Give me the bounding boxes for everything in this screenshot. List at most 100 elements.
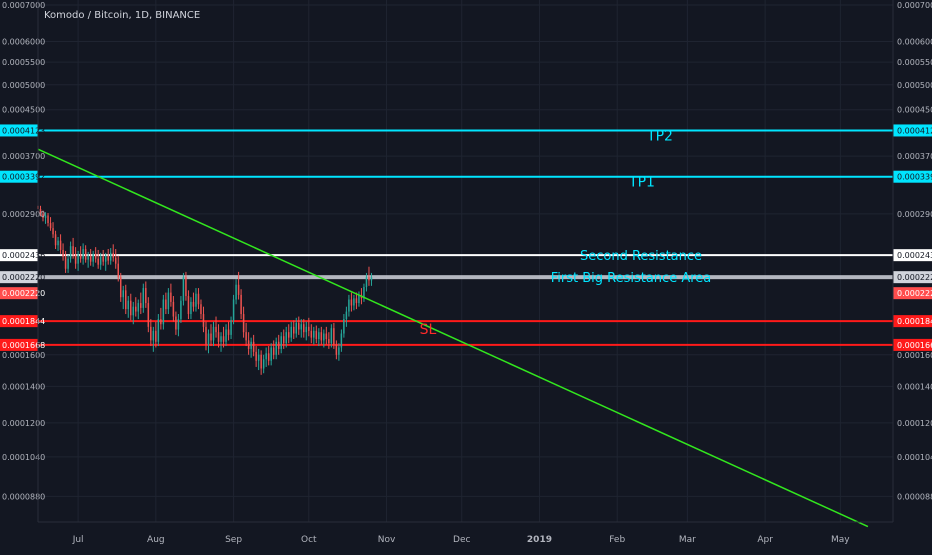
candle: [89, 249, 92, 266]
candle: [215, 316, 217, 338]
candle-body: [325, 333, 328, 340]
candle-body: [77, 254, 79, 264]
candle: [282, 329, 285, 349]
x-tick-label: Dec: [453, 535, 470, 545]
candle-body: [265, 353, 267, 360]
candle: [200, 299, 202, 320]
candle: [145, 281, 147, 308]
candle: [303, 319, 305, 338]
candle-body: [355, 298, 358, 304]
candle-body: [99, 256, 102, 265]
y-tick-label-right: 0.0006000: [897, 38, 932, 47]
candle-body: [252, 341, 255, 352]
candle: [320, 326, 323, 345]
candle: [79, 246, 82, 263]
y-tick-label-right: 0.0007000: [897, 1, 932, 10]
candle: [180, 296, 182, 323]
candle: [97, 249, 99, 269]
candle-body: [180, 300, 182, 320]
candle-body: [117, 263, 119, 278]
price-tag-left: [0, 287, 38, 300]
candle-body: [222, 336, 225, 342]
candle-body: [92, 253, 94, 262]
candle-body: [160, 319, 162, 325]
candle-body: [172, 301, 175, 317]
candle-body: [47, 215, 49, 224]
horizontal-levels: 0.0004123 0.0004123 0.0003392 0.0003392 0.00…: [0, 124, 932, 351]
candle-body: [59, 240, 62, 250]
candle-body: [109, 252, 112, 261]
candle: [207, 329, 210, 354]
candle: [325, 326, 328, 345]
candle: [162, 294, 165, 330]
candle-body: [310, 330, 313, 338]
x-tick-label: Aug: [147, 535, 165, 545]
level-tag-left: [0, 170, 38, 183]
candle-body: [127, 300, 130, 310]
y-tick-label-right: 0.0001200: [897, 419, 932, 428]
candle-body: [345, 311, 348, 320]
candle-body: [340, 333, 343, 348]
candle-body: [255, 351, 257, 361]
candle: [52, 222, 54, 238]
price-tag-right: [893, 287, 932, 300]
candle: [114, 249, 117, 269]
candle: [270, 343, 272, 366]
candle-body: [353, 298, 355, 306]
candle-body: [177, 319, 180, 330]
y-tick-label-right: 0.0005000: [897, 81, 932, 90]
candle-body: [250, 341, 252, 349]
candle-body: [119, 277, 122, 298]
candle-body: [267, 353, 270, 361]
candle-body: [202, 314, 205, 327]
candle: [94, 247, 97, 263]
candle: [365, 272, 368, 292]
candle-body: [300, 324, 303, 330]
candle-body: [72, 246, 74, 255]
x-tick-label: May: [831, 535, 850, 545]
y-tick-label-left: 0.0005500: [2, 58, 45, 67]
candle: [74, 247, 77, 269]
candle-body: [190, 301, 192, 315]
y-tick-label-left: 0.0001400: [2, 382, 45, 391]
level-tag-left-label: 0.0003392: [2, 173, 45, 182]
candle: [147, 297, 150, 333]
candle-body: [132, 306, 135, 316]
candle-body: [298, 322, 300, 330]
x-tick-label: Apr: [757, 535, 773, 545]
candle: [260, 350, 262, 375]
candle-body: [215, 326, 217, 333]
candle: [170, 283, 172, 307]
candle: [370, 272, 373, 286]
candle: [235, 279, 237, 305]
candle: [353, 294, 355, 311]
level-tag-right-label: 0.0002220: [897, 273, 932, 282]
candle: [152, 326, 155, 352]
candle: [355, 292, 358, 310]
candle-body: [230, 320, 232, 335]
level-tag-left-label: 0.0004123: [2, 126, 45, 135]
candle-body: [235, 284, 237, 300]
candle-body: [114, 257, 117, 264]
level-tag-right: [893, 338, 932, 351]
candle-body: [280, 336, 282, 349]
candle-body: [287, 332, 290, 338]
candle: [212, 321, 215, 347]
candle: [135, 297, 137, 317]
candle-body: [348, 299, 350, 312]
candle-body: [192, 301, 195, 307]
y-tick-label-right: 0.0003700: [897, 152, 932, 161]
candle-body: [155, 330, 157, 342]
candle: [127, 296, 130, 318]
plot-area[interactable]: [38, 0, 893, 522]
level-tag-left: [0, 249, 38, 262]
candle: [185, 271, 187, 301]
candle: [42, 210, 44, 222]
level-tag-right: [893, 124, 932, 137]
candle: [210, 324, 212, 347]
candle-body: [67, 258, 69, 269]
level-tag-right-label: 0.0004123: [897, 126, 932, 135]
level-annotation: SL: [420, 322, 437, 338]
candle-body: [74, 254, 77, 264]
candle: [313, 326, 315, 345]
